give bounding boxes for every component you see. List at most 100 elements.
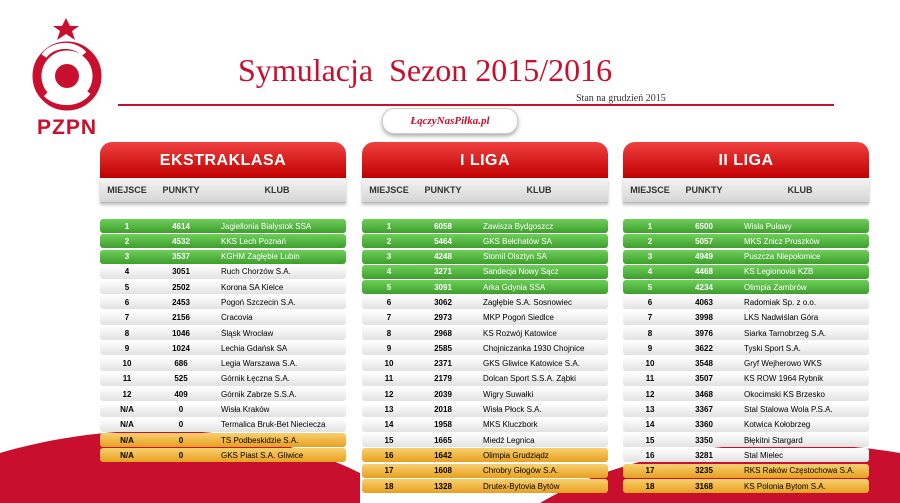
place-cell: 3 — [386, 252, 392, 262]
place-cell: 18 — [384, 481, 394, 491]
club-cell: Jagiellonia Białystok SSA — [221, 221, 312, 231]
place-cell: 6 — [386, 297, 392, 307]
place-cell: 7 — [386, 313, 392, 323]
points-cell: 3091 — [434, 282, 452, 292]
club-cell: Korona SA Kielce — [221, 282, 284, 292]
page-title: Symulacja Sezon 2015/2016 — [238, 52, 613, 88]
table-row: 15 3350 Błękitni Stargard — [623, 433, 869, 448]
points-cell: 3367 — [695, 405, 713, 415]
column-header-club: KLUB — [787, 185, 813, 195]
points-cell: 1046 — [172, 328, 190, 338]
place-cell: 1 — [124, 221, 130, 231]
league-title: EKSTRAKLASA — [100, 142, 346, 178]
league-title: II LIGA — [623, 142, 869, 178]
club-cell: Błękitni Stargard — [744, 435, 803, 445]
club-cell: MKS Kluczbork — [483, 420, 538, 430]
place-cell: 9 — [124, 343, 130, 353]
points-cell: 3507 — [695, 374, 713, 384]
table-row: 17 3235 RKS Raków Częstochowa S.A. — [623, 463, 869, 478]
table-row: 1 4614 Jagiellonia Białystok SSA — [100, 219, 346, 233]
club-cell: Chojniczanka 1930 Chojnice — [483, 343, 585, 353]
club-cell: Termalica Bruk-Bet Nieciecza — [221, 420, 326, 430]
place-cell: 12 — [384, 389, 394, 399]
table-row: 8 1046 Śląsk Wrocław — [100, 326, 346, 341]
column-header-points: PUNKTY — [424, 185, 462, 195]
club-cell: Wisła Kraków — [221, 405, 270, 415]
pzpn-logo: PZPN — [22, 14, 112, 144]
page-subtitle: Stan na grudzień 2015 — [576, 93, 666, 104]
table-row: 7 2156 Cracovia — [100, 310, 346, 325]
table-row: 11 525 Górnik Łęczna S.A. — [100, 371, 346, 386]
column-header-row: MIEJSCE PUNKTY KLUB — [623, 178, 869, 203]
points-cell: 3976 — [695, 328, 713, 338]
place-cell: 2 — [124, 236, 130, 246]
club-cell: Ruch Chorzów S.A. — [221, 267, 291, 277]
club-cell: Legia Warszawa S.A. — [221, 359, 298, 369]
place-cell: 15 — [384, 435, 394, 445]
table-row: N/A 0 TS Podbeskidzie S.A. — [100, 433, 346, 448]
column-header-place: MIEJSCE — [630, 185, 670, 195]
points-cell: 0 — [178, 435, 184, 445]
place-cell: 12 — [645, 389, 655, 399]
logo-text: PZPN — [36, 116, 97, 139]
points-cell: 409 — [174, 389, 188, 399]
table-row: 1 6058 Zawisza Bydgoszcz — [362, 219, 608, 233]
column-header-club: KLUB — [526, 185, 552, 195]
table-row: N/A 0 GKS Piast S.A. Gliwice — [100, 448, 346, 463]
points-cell: 525 — [174, 374, 188, 384]
club-cell: MKS Znicz Pruszków — [744, 236, 820, 246]
club-cell: KKS Lech Poznań — [221, 236, 286, 246]
points-cell: 2156 — [172, 313, 190, 323]
place-cell: 4 — [647, 267, 653, 277]
points-cell: 1328 — [434, 481, 452, 491]
table-row: 3 4949 Puszcza Niepołomice — [623, 249, 869, 264]
place-cell: 16 — [645, 450, 655, 460]
title-divider — [118, 104, 834, 106]
club-cell: Wisła Puławy — [744, 221, 792, 231]
club-cell: MKP Pogoń Siedlce — [483, 313, 555, 323]
place-cell: N/A — [120, 405, 134, 415]
place-cell: 14 — [645, 420, 655, 430]
place-cell: 1 — [647, 221, 653, 231]
league-panel-i-liga: I LIGA MIEJSCE PUNKTY KLUB 1 6058 Zawisza … — [362, 142, 608, 494]
place-cell: 11 — [122, 374, 132, 384]
points-cell: 4234 — [695, 282, 713, 292]
points-cell: 3360 — [695, 420, 713, 430]
place-cell: 10 — [122, 359, 132, 369]
points-cell: 686 — [174, 359, 188, 369]
points-cell: 3537 — [172, 252, 190, 262]
points-cell: 3998 — [695, 313, 713, 323]
place-cell: 10 — [384, 359, 394, 369]
points-cell: 2371 — [434, 359, 452, 369]
points-cell: 4949 — [695, 252, 713, 262]
points-cell: 2453 — [172, 297, 190, 307]
club-cell: KS Polonia Bytom S.A. — [744, 481, 826, 491]
club-cell: Dolcan Sport S.S.A. Ząbki — [483, 374, 576, 384]
place-cell: 4 — [124, 267, 130, 277]
points-cell: 3622 — [695, 343, 713, 353]
table-row: 4 3271 Sandecja Nowy Sącz — [362, 264, 608, 279]
points-cell: 1665 — [434, 435, 452, 445]
column-header-club: KLUB — [264, 185, 290, 195]
points-cell: 5057 — [695, 236, 713, 246]
place-cell: 8 — [124, 328, 130, 338]
table-row: 7 2973 MKP Pogoń Siedlce — [362, 310, 608, 325]
table-row: 10 3548 Gryf Wejherowo WKS — [623, 356, 869, 371]
table-row: 4 4468 KS Legionovia KZB — [623, 264, 869, 279]
table-row: 5 4234 Olimpia Zambrów — [623, 280, 869, 295]
points-cell: 1608 — [434, 466, 452, 476]
standings-list: 1 4614 Jagiellonia Białystok SSA 2 453 2 KKS L… — [100, 219, 346, 463]
club-cell: KS Rozwój Katowice — [483, 328, 557, 338]
table-row: 6 2453 Pogoń Szczecin S.A. — [100, 295, 346, 310]
points-cell: 5464 — [434, 236, 452, 246]
points-cell: 3271 — [434, 267, 452, 277]
club-cell: KGHM Zagłębie Lubin — [221, 252, 300, 262]
table-row: 13 2018 Wisła Płock S.A. — [362, 402, 608, 417]
place-cell: 13 — [384, 405, 394, 415]
place-cell: N/A — [120, 435, 134, 445]
place-cell: 6 — [124, 297, 130, 307]
table-row: 14 3360 Kotwica Kołobrzeg — [623, 417, 869, 432]
table-row: 2 4532 KKS Lech Poznań — [100, 234, 346, 249]
table-row: 2 5464 GKS Bełchatów SA — [362, 234, 608, 249]
place-cell: 4 — [386, 267, 392, 277]
